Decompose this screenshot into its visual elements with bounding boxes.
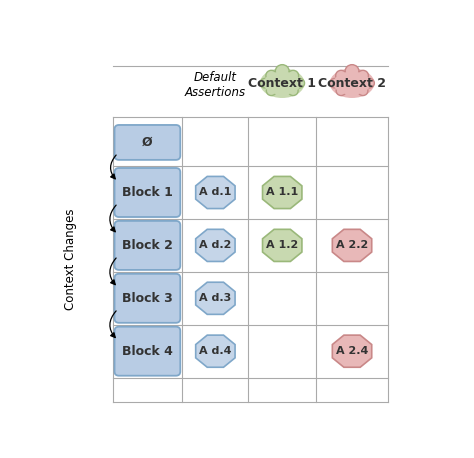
Ellipse shape [260, 68, 305, 98]
Circle shape [275, 65, 289, 78]
Circle shape [365, 78, 374, 88]
Text: A 2.2: A 2.2 [336, 240, 368, 251]
Polygon shape [332, 335, 372, 367]
Ellipse shape [264, 71, 301, 95]
Polygon shape [263, 229, 302, 262]
Text: A d.4: A d.4 [199, 346, 232, 356]
Circle shape [266, 71, 277, 81]
FancyBboxPatch shape [115, 327, 180, 376]
Circle shape [336, 86, 346, 96]
Circle shape [345, 65, 359, 78]
Circle shape [288, 86, 298, 96]
Circle shape [336, 71, 346, 81]
FancyBboxPatch shape [115, 221, 180, 270]
Text: Default
Assertions: Default Assertions [185, 71, 246, 99]
Text: Block 4: Block 4 [122, 345, 173, 358]
Circle shape [346, 82, 357, 93]
Circle shape [288, 71, 299, 81]
Polygon shape [196, 335, 235, 367]
Polygon shape [196, 176, 235, 208]
Text: A 1.2: A 1.2 [266, 240, 298, 251]
FancyBboxPatch shape [115, 168, 180, 217]
Circle shape [277, 82, 288, 93]
FancyBboxPatch shape [115, 274, 180, 323]
Circle shape [266, 86, 276, 96]
Text: A d.3: A d.3 [199, 293, 231, 303]
Text: A d.1: A d.1 [199, 187, 232, 197]
Text: Block 2: Block 2 [122, 239, 173, 252]
Text: A 2.4: A 2.4 [336, 346, 368, 356]
Circle shape [260, 78, 270, 88]
Circle shape [295, 78, 305, 88]
Text: A 1.1: A 1.1 [266, 187, 298, 197]
Text: Context 2: Context 2 [318, 76, 386, 90]
Ellipse shape [333, 71, 371, 95]
Polygon shape [196, 229, 235, 262]
Polygon shape [196, 282, 235, 314]
Polygon shape [263, 176, 302, 208]
Text: Block 1: Block 1 [122, 186, 173, 199]
Text: Context 1: Context 1 [248, 76, 316, 90]
Text: A d.2: A d.2 [199, 240, 232, 251]
Text: Block 3: Block 3 [122, 292, 173, 305]
Ellipse shape [330, 68, 374, 98]
Circle shape [357, 71, 368, 81]
Text: Context Changes: Context Changes [64, 209, 77, 310]
Circle shape [330, 78, 340, 88]
FancyBboxPatch shape [115, 125, 180, 160]
Polygon shape [332, 229, 372, 262]
Text: Ø: Ø [142, 136, 153, 149]
Circle shape [358, 86, 368, 96]
